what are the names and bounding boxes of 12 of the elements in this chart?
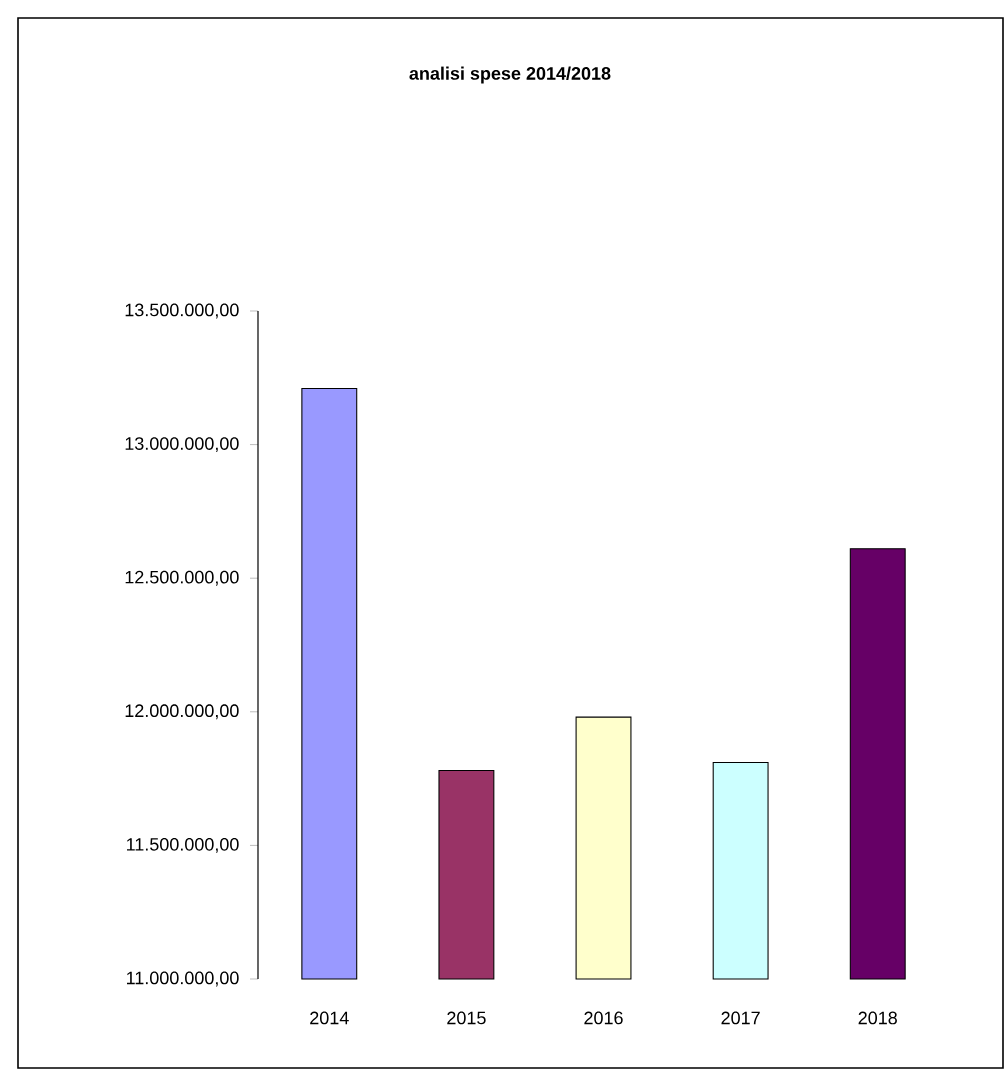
x-tick-label: 2016 <box>584 1011 623 1025</box>
y-tick-label: 11.000.000,00 <box>127 971 239 987</box>
x-tick-label: 2017 <box>721 1011 760 1025</box>
y-tick-label: 12.000.000,00 <box>125 704 239 720</box>
x-tick-label: 2015 <box>447 1011 486 1025</box>
y-tick-label: 13.500.000,00 <box>125 303 239 319</box>
x-tick-label: 2014 <box>310 1011 349 1025</box>
y-tick-label: 13.000.000,00 <box>125 437 239 453</box>
y-tick-label: 12.500.000,00 <box>125 570 239 586</box>
chart-title: analisi spese 2014/2018 <box>409 66 611 84</box>
y-tick-label: 11.500.000,00 <box>127 837 239 853</box>
x-tick-label: 2018 <box>858 1011 897 1025</box>
